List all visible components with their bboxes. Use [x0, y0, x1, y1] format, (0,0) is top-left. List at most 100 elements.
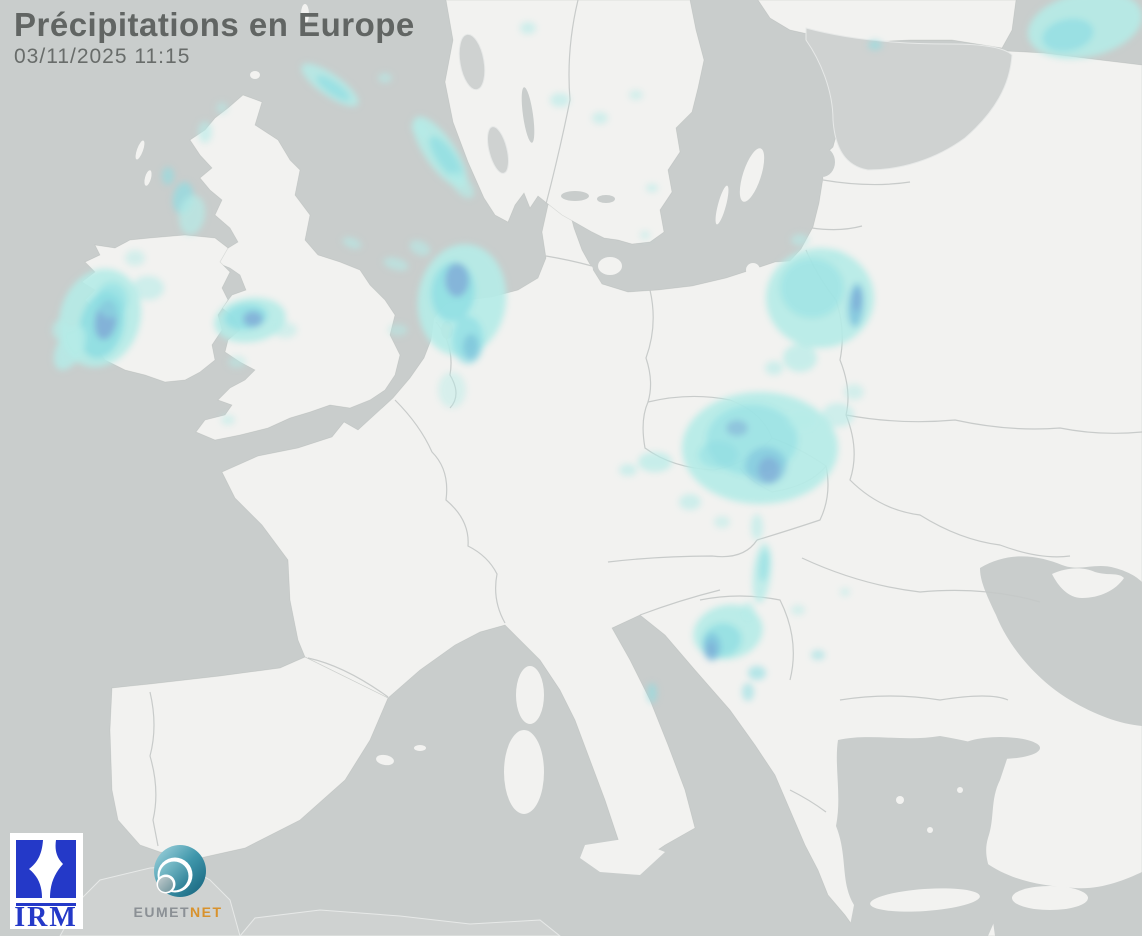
precipitation-cell-intense	[706, 642, 716, 658]
precipitation-cell-light	[221, 415, 235, 425]
precipitation-cell-light	[228, 356, 246, 368]
norway-mountains-2	[487, 126, 509, 174]
island-aegean-2	[927, 827, 933, 833]
island-oland	[715, 185, 729, 225]
sea-black-sea	[980, 556, 1142, 726]
island-sardinia	[504, 730, 544, 814]
precipitation-cell-light	[829, 250, 843, 260]
island-cyprus	[1012, 886, 1088, 910]
island-crete	[870, 888, 980, 912]
precipitation-cell-moderate	[811, 650, 825, 660]
precipitation-cell-moderate	[698, 441, 738, 469]
precipitation-cell-light	[383, 257, 409, 271]
island-orkney	[250, 71, 260, 79]
border-germany-denmark	[545, 255, 593, 267]
precipitation-cell-light	[342, 237, 362, 249]
border-spain-france	[307, 657, 389, 698]
precipitation-cell-light	[132, 276, 164, 300]
precipitation-cell-light	[550, 93, 570, 107]
island-zealand	[598, 257, 622, 275]
island-hebrides-2	[144, 170, 152, 186]
precipitation-cell-moderate	[758, 550, 770, 582]
eumetnet-wordmark-net: NET	[190, 904, 223, 920]
island-mallorca	[376, 754, 394, 766]
island-menorca	[414, 745, 426, 751]
precipitation-cell-light	[640, 231, 650, 239]
map-datetime: 03/11/2025 11:15	[14, 45, 191, 68]
precipitation-cell-light	[388, 324, 408, 336]
sea-oslofjord	[521, 87, 535, 143]
irm-logo: IRM	[10, 833, 83, 929]
precipitation-cell-light	[438, 372, 466, 408]
eumetnet-wordmark-eumet: EUMET	[133, 904, 190, 920]
precipitation-cell-light	[52, 320, 68, 340]
precipitation-layer	[52, 0, 1142, 703]
lake-vattern	[597, 195, 615, 203]
precipitation-cell-light	[765, 361, 783, 375]
land-crimea	[1052, 568, 1124, 598]
island-sicily	[580, 838, 665, 875]
border-hungary	[756, 465, 829, 541]
precipitation-cell-moderate	[96, 282, 128, 318]
island-corsica	[516, 666, 544, 724]
island-shetland	[301, 4, 309, 24]
border-lithuania-poland	[811, 225, 863, 231]
sea-overlay-layer	[441, 87, 1142, 936]
precipitation-cell-light	[791, 605, 805, 615]
border-germany-poland	[645, 289, 654, 403]
precipitation-cell-moderate	[868, 40, 882, 50]
precipitation-cell-intense	[445, 263, 469, 297]
precipitation-cell-light	[592, 112, 608, 124]
precipitation-cell-light	[844, 384, 864, 400]
precipitation-cell-intense	[726, 420, 748, 436]
precipitation-cell-moderate	[647, 683, 657, 703]
land-algeria-strip	[239, 909, 561, 936]
eumetnet-wordmark: EUMETNET	[118, 904, 238, 920]
irm-logo-rule	[16, 903, 76, 906]
land-iberia	[109, 656, 389, 859]
precipitation-cell-light	[409, 240, 431, 256]
border-belarus-ukraine	[845, 414, 1142, 434]
precipitation-cell-light	[125, 250, 145, 266]
precipitation-cell-light	[783, 344, 817, 372]
precipitation-cell-intense	[852, 288, 862, 312]
lake-vanern	[561, 191, 589, 201]
sea-aegean	[836, 736, 1008, 936]
precipitation-cell-light	[679, 494, 701, 510]
precipitation-cell-light	[751, 514, 763, 540]
precipitation-cell-light	[411, 122, 429, 138]
irm-logo-river-shape	[29, 840, 63, 898]
precipitation-cell-moderate	[1042, 18, 1094, 52]
norway-mountains-1	[458, 33, 486, 91]
sea-gulf-of-riga	[809, 147, 835, 177]
sea-marmara	[960, 737, 1040, 759]
page-title: Précipitations en Europe	[14, 6, 415, 43]
precipitation-cell-intense	[243, 311, 263, 327]
border-romania-bulgaria	[801, 557, 1041, 603]
precipitation-cell-light	[791, 234, 809, 246]
precipitation-cell-light	[646, 184, 658, 192]
island-aegean-3	[957, 787, 963, 793]
precipitation-cell-moderate	[162, 167, 174, 185]
precipitation-cell-light	[450, 171, 474, 199]
precipitation-cell-moderate	[742, 683, 754, 701]
precipitation-cell-moderate	[748, 666, 766, 680]
border-croatia-bosnia	[699, 595, 794, 681]
precipitation-cell-light	[822, 403, 854, 427]
island-bornholm	[746, 263, 760, 277]
land-scandinavia	[444, 0, 705, 245]
map-title-block: Précipitations en Europe 03/11/2025 11:1…	[14, 6, 415, 69]
border-albania-greece	[789, 789, 827, 813]
precipitation-cell-light	[629, 90, 643, 100]
border-latvia-lithuania	[822, 179, 911, 186]
island-funen	[577, 263, 593, 277]
land-estonia-nocoverage	[805, 27, 1013, 171]
islands-layer	[135, 4, 765, 875]
border-portugal-spain	[149, 691, 159, 847]
precipitation-cell-moderate	[780, 258, 844, 318]
island-gotland	[739, 148, 765, 202]
precipitation-cell-light	[178, 195, 206, 235]
precipitation-cell-light	[198, 121, 212, 143]
precipitation-cell-intense	[758, 457, 780, 483]
